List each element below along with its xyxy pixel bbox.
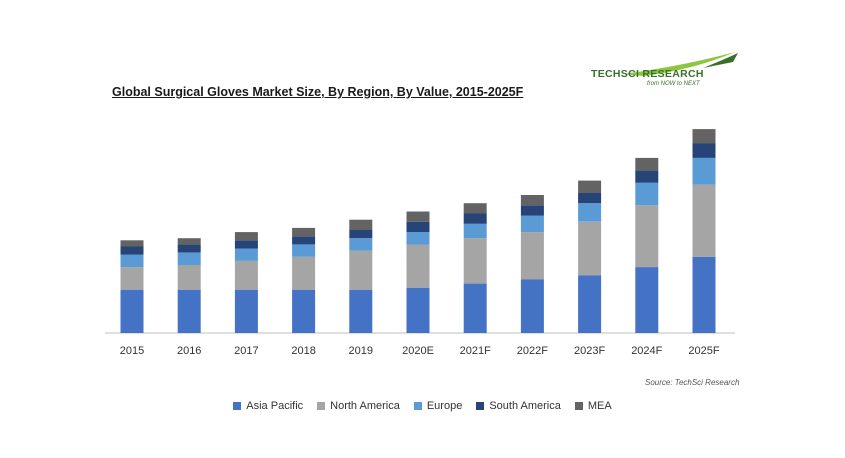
legend-swatch-asia-pacific xyxy=(233,402,242,410)
bar-south-america-2025f xyxy=(692,143,716,158)
x-tick-2018: 2018 xyxy=(291,345,315,357)
bar-mea-2023f xyxy=(578,180,602,193)
legend-label-north-america: North America xyxy=(330,400,400,412)
bar-europe-2018 xyxy=(292,244,316,257)
techsci-logo: TECHSCI RESEARCH from NOW to NEXT xyxy=(583,50,743,100)
bar-mea-2016 xyxy=(177,238,201,245)
bar-europe-2024f xyxy=(635,182,659,206)
bar-south-america-2023f xyxy=(578,192,602,204)
bar-europe-2019 xyxy=(349,238,373,251)
bar-south-america-2019 xyxy=(349,230,373,239)
chart-title: Global Surgical Gloves Market Size, By R… xyxy=(112,85,524,99)
bar-south-america-2015 xyxy=(120,246,144,255)
bar-south-america-2017 xyxy=(234,240,258,249)
bar-europe-2025f xyxy=(692,157,716,185)
bar-mea-2025f xyxy=(692,129,716,144)
bar-north-america-2018 xyxy=(292,256,316,290)
bar-north-america-2022f xyxy=(520,232,544,280)
bar-europe-2023f xyxy=(578,203,602,222)
bar-asia-pacific-2017 xyxy=(234,289,258,333)
bar-asia-pacific-2020e xyxy=(406,287,430,333)
bar-north-america-2023f xyxy=(578,221,602,276)
bar-europe-2016 xyxy=(177,252,201,266)
x-tick-2020e: 2020E xyxy=(402,345,434,357)
bar-asia-pacific-2024f xyxy=(635,267,659,333)
legend-item-mea: MEA xyxy=(574,400,612,412)
bar-south-america-2022f xyxy=(520,205,544,216)
bar-north-america-2025f xyxy=(692,184,716,257)
bar-mea-2024f xyxy=(635,157,659,171)
bar-mea-2021f xyxy=(463,203,487,214)
bars-group xyxy=(120,129,716,333)
x-tick-2019: 2019 xyxy=(349,345,373,357)
bar-north-america-2019 xyxy=(349,250,373,290)
bar-asia-pacific-2015 xyxy=(120,289,144,333)
bar-europe-2020e xyxy=(406,232,430,245)
x-tick-labels: 2015 2016 2017 2018 2019 2020E 2021F 2022F 2023F… xyxy=(120,345,720,357)
legend-item-south-america: South America xyxy=(476,400,561,412)
logo-name: TECHSCI RESEARCH xyxy=(591,68,704,80)
bar-north-america-2015 xyxy=(120,267,144,290)
bar-south-america-2024f xyxy=(635,170,659,183)
legend-swatch-north-america xyxy=(317,402,326,410)
legend-label-europe: Europe xyxy=(426,400,463,412)
legend-swatch-europe xyxy=(413,402,422,410)
legend-swatch-mea xyxy=(574,402,583,410)
legend-label-mea: MEA xyxy=(587,400,612,412)
legend: Asia Pacific North America Europe South Ame… xyxy=(0,400,845,412)
x-tick-2015: 2015 xyxy=(120,345,144,357)
bar-mea-2018 xyxy=(292,227,316,237)
bar-north-america-2016 xyxy=(177,265,201,290)
bar-north-america-2021f xyxy=(463,238,487,284)
logo-tagline: from NOW to NEXT xyxy=(647,81,700,87)
legend-swatch-south-america xyxy=(476,402,485,410)
bar-mea-2015 xyxy=(120,240,144,247)
bar-south-america-2016 xyxy=(177,244,201,253)
legend-item-north-america: North America xyxy=(317,400,400,412)
bar-south-america-2018 xyxy=(292,236,316,245)
x-tick-2025f: 2025F xyxy=(688,345,719,357)
bar-mea-2017 xyxy=(234,232,258,241)
bar-asia-pacific-2025f xyxy=(692,256,716,333)
x-tick-2021f: 2021F xyxy=(460,345,491,357)
bar-north-america-2020e xyxy=(406,244,430,288)
x-tick-2017: 2017 xyxy=(234,345,258,357)
logo-swoosh-icon xyxy=(623,52,738,76)
legend-item-europe: Europe xyxy=(413,400,463,412)
bar-asia-pacific-2022f xyxy=(520,279,544,333)
stacked-bar-chart: 2015 2016 2017 2018 2019 2020E 2021F 2022F 2023F… xyxy=(105,129,735,357)
bar-south-america-2021f xyxy=(463,213,487,224)
bar-europe-2015 xyxy=(120,254,144,268)
bar-south-america-2020e xyxy=(406,221,430,233)
bar-asia-pacific-2018 xyxy=(292,289,316,333)
bar-mea-2020e xyxy=(406,211,430,222)
bar-mea-2019 xyxy=(349,219,373,230)
legend-item-asia-pacific: Asia Pacific xyxy=(233,400,303,412)
bar-europe-2021f xyxy=(463,223,487,239)
x-tick-2022f: 2022F xyxy=(517,345,548,357)
bar-asia-pacific-2019 xyxy=(349,289,373,333)
x-tick-2023f: 2023F xyxy=(574,345,605,357)
legend-label-asia-pacific: Asia Pacific xyxy=(246,400,304,412)
bar-europe-2017 xyxy=(234,248,258,261)
bar-europe-2022f xyxy=(520,215,544,233)
source-note: Source: TechSci Research xyxy=(645,378,740,387)
bar-asia-pacific-2023f xyxy=(578,275,602,333)
legend-label-south-america: South America xyxy=(489,400,561,412)
x-tick-2024f: 2024F xyxy=(631,345,662,357)
bar-north-america-2024f xyxy=(635,205,659,268)
bar-mea-2022f xyxy=(520,195,544,206)
x-tick-2016: 2016 xyxy=(177,345,201,357)
bar-asia-pacific-2016 xyxy=(177,289,201,333)
bar-asia-pacific-2021f xyxy=(463,283,487,333)
bar-north-america-2017 xyxy=(234,260,258,290)
